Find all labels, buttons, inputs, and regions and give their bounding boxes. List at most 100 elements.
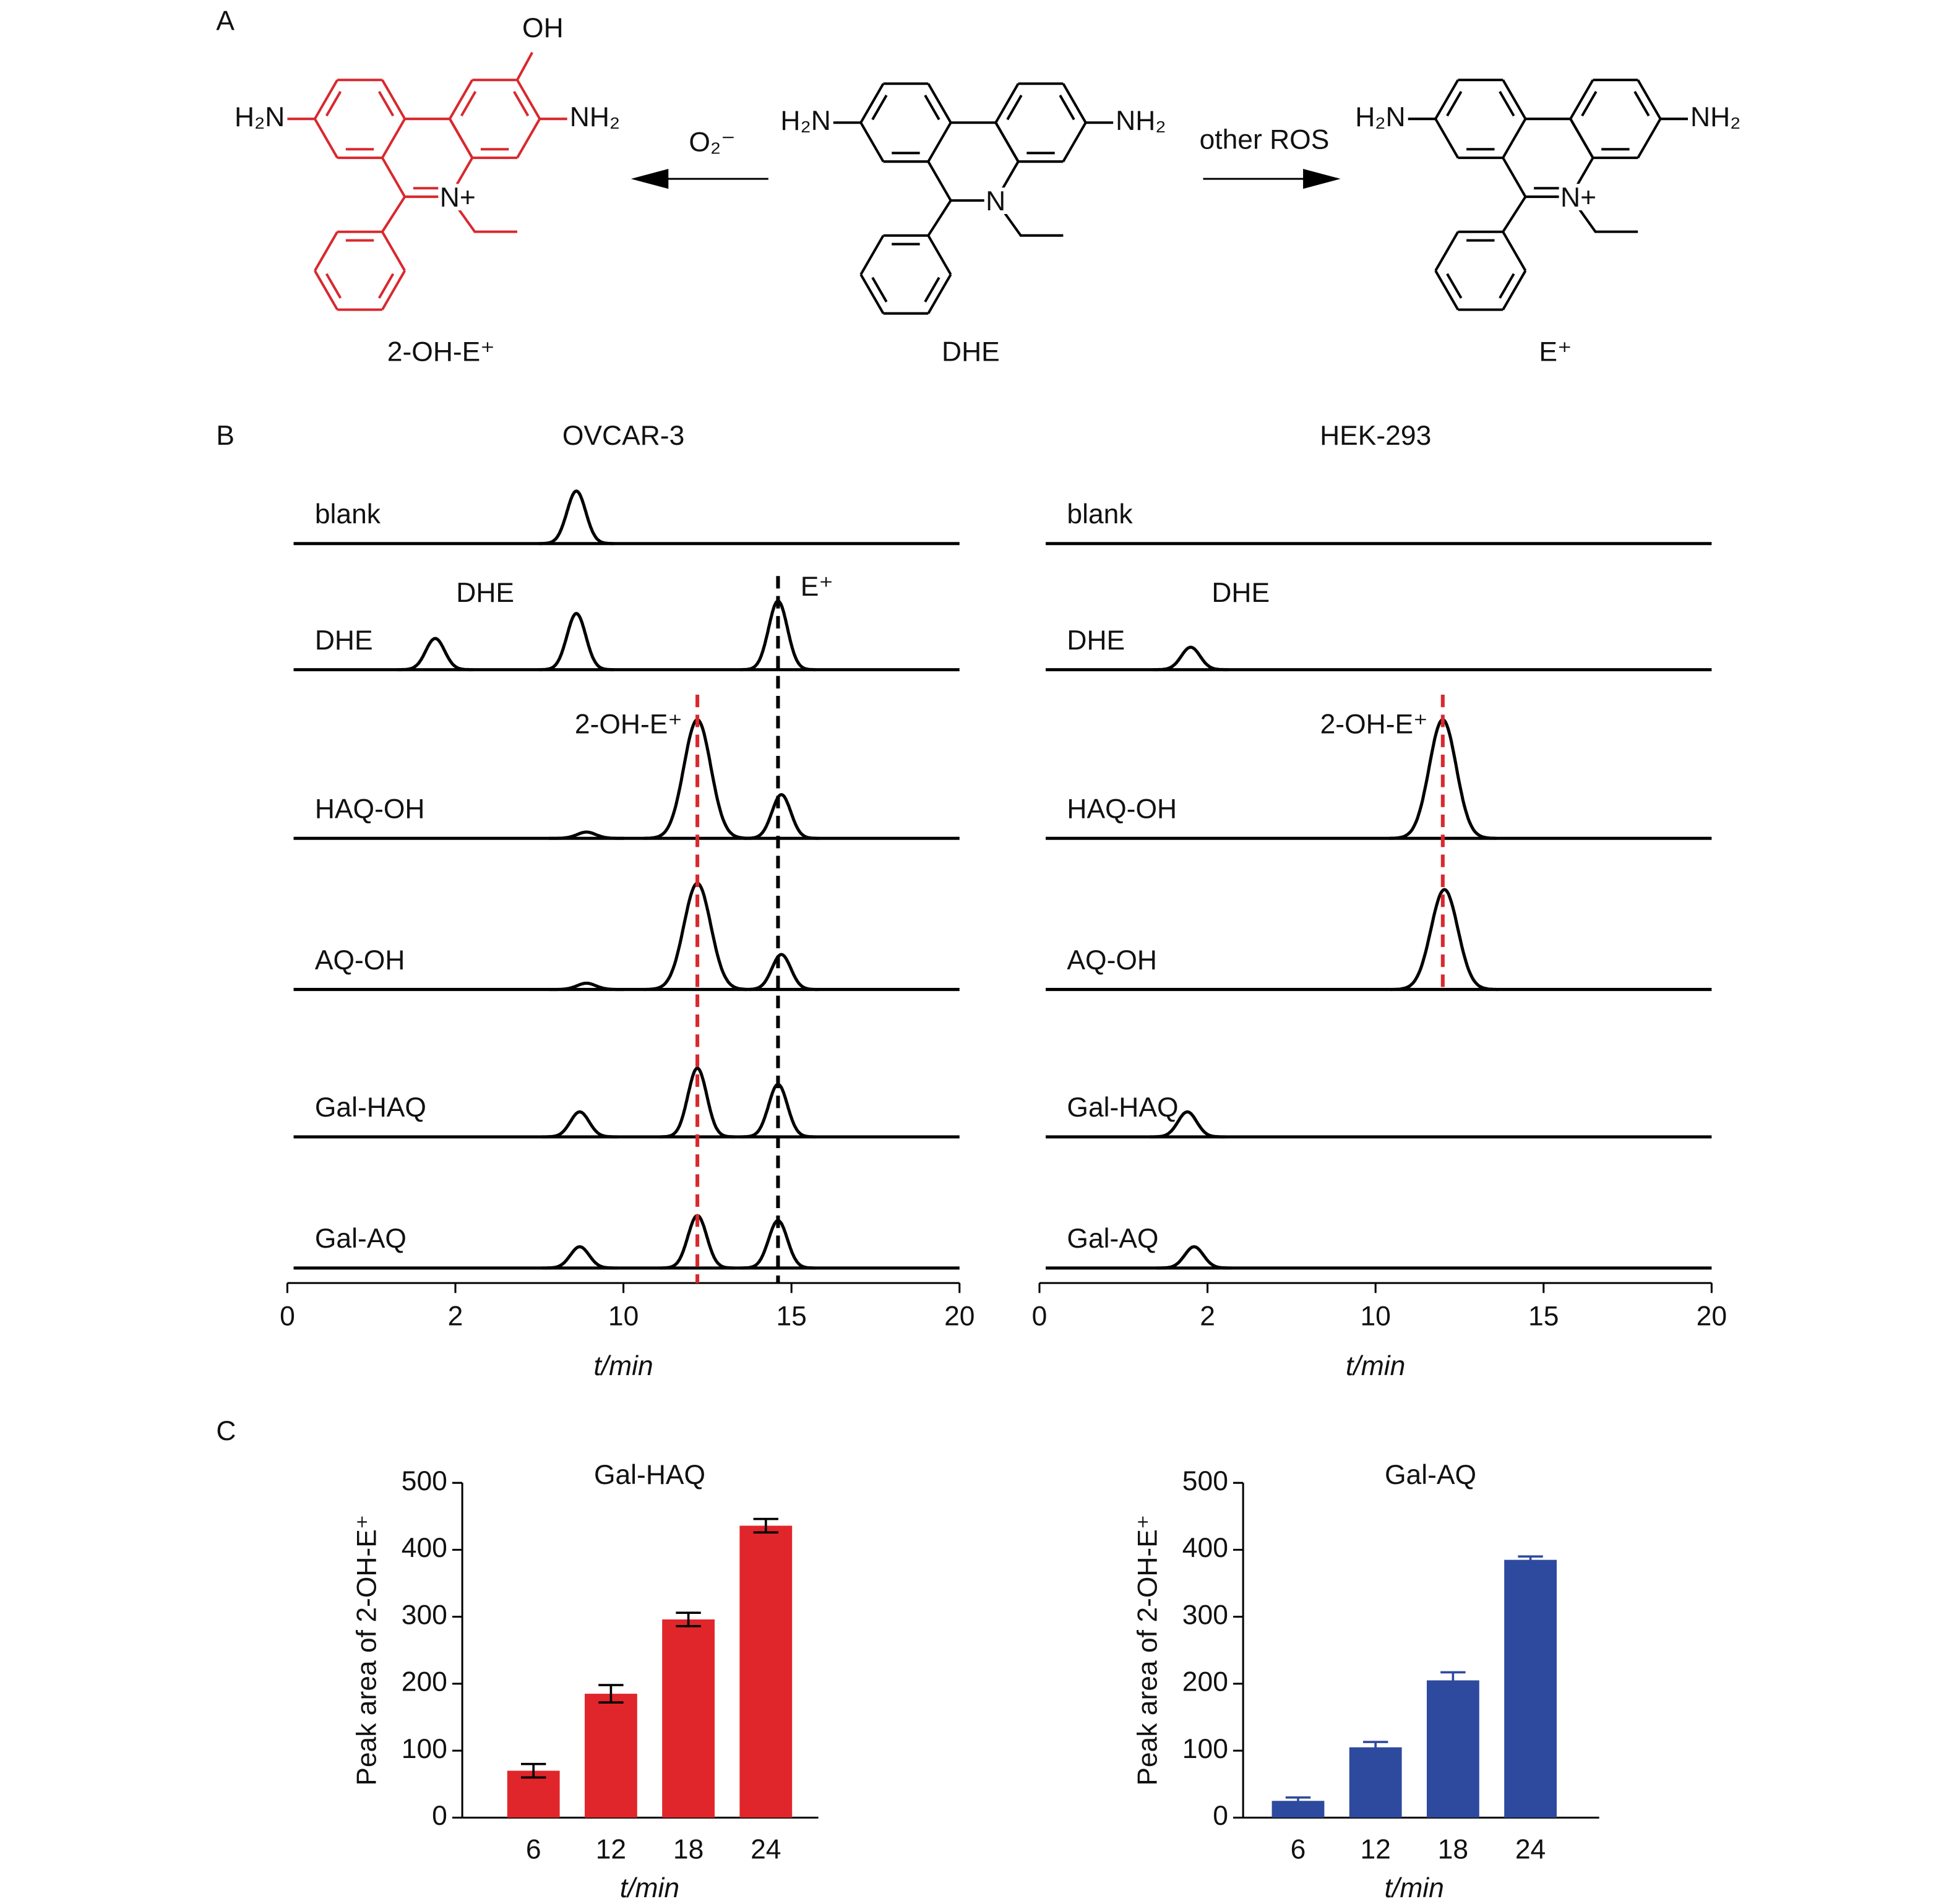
double-bond — [1581, 90, 1598, 117]
y-tick-label: 0 — [1213, 1801, 1228, 1831]
atom-label: H₂N — [780, 106, 830, 136]
x-tick-label: 6 — [526, 1835, 541, 1865]
panel-label: A — [216, 6, 234, 36]
x-tick-label: 12 — [596, 1835, 626, 1865]
peak — [549, 830, 624, 840]
error-bar — [1518, 1555, 1543, 1564]
x-tick-label: 15 — [776, 1301, 806, 1331]
x-tick-label: 18 — [673, 1835, 703, 1865]
x-tick-label: 0 — [1032, 1301, 1048, 1331]
ring — [314, 230, 406, 311]
error-bar — [598, 1684, 624, 1704]
marker-label: 2-OH-E⁺ — [1320, 709, 1428, 739]
compound-name: E⁺ — [1539, 337, 1572, 367]
x-tick-label: 18 — [1438, 1835, 1468, 1865]
double-bond — [460, 90, 477, 117]
y-tick-label: 200 — [1182, 1667, 1228, 1697]
peak — [542, 1245, 617, 1270]
marker-label: 2-OH-E⁺ — [575, 709, 682, 739]
double-bond — [1446, 273, 1463, 299]
bond — [1502, 195, 1527, 233]
peak — [549, 981, 624, 992]
series-label: Gal-AQ — [315, 1224, 407, 1254]
arrow-label: other ROS — [1200, 124, 1330, 155]
x-tick-label: 12 — [1360, 1835, 1390, 1865]
arrow-label: O₂⁻ — [689, 127, 735, 157]
y-tick-label: 100 — [402, 1734, 447, 1764]
double-bond — [377, 90, 395, 117]
bar — [1504, 1559, 1557, 1818]
x-axis-label: t/min — [1346, 1351, 1405, 1381]
error-bar — [1362, 1741, 1388, 1754]
double-bond — [1499, 273, 1515, 299]
panel-label: B — [216, 421, 234, 451]
series-label: Gal-AQ — [1067, 1224, 1158, 1254]
series-label: Gal-HAQ — [1067, 1092, 1178, 1123]
double-bond — [377, 273, 395, 299]
x-axis-label: t/min — [593, 1351, 653, 1381]
x-tick-label: 10 — [608, 1301, 639, 1331]
bar — [662, 1619, 715, 1818]
bond — [381, 195, 406, 233]
arrow — [1203, 168, 1341, 189]
compound-name: 2-OH-E⁺ — [387, 337, 495, 367]
double-bond — [1006, 95, 1023, 121]
x-tick-label: 0 — [280, 1301, 295, 1331]
atom-label: NH₂ — [570, 102, 620, 132]
ring — [1502, 118, 1594, 199]
double-bond — [1633, 90, 1650, 117]
peak-label: DHE — [456, 578, 514, 608]
y-tick-label: 300 — [402, 1600, 447, 1630]
double-bond — [1499, 90, 1515, 117]
atom-label: H₂N — [234, 102, 285, 132]
peak — [397, 637, 473, 672]
double-bond — [924, 277, 940, 302]
series-label: Gal-HAQ — [315, 1092, 426, 1123]
series-label: DHE — [315, 625, 373, 656]
double-bond — [871, 277, 888, 302]
peak — [542, 1110, 617, 1139]
atom-label: NH₂ — [1116, 106, 1166, 136]
ethyl — [1569, 195, 1638, 233]
chart-title: OVCAR-3 — [562, 421, 684, 451]
bar — [739, 1525, 793, 1818]
peak — [1153, 645, 1229, 672]
y-axis-label: Peak area of 2-OH-E⁺ — [351, 1515, 382, 1786]
bar — [1426, 1680, 1479, 1818]
y-tick-label: 0 — [432, 1801, 447, 1831]
atom-label: N+ — [1560, 182, 1596, 213]
x-tick-label: 10 — [1360, 1301, 1390, 1331]
x-tick-label: 15 — [1528, 1301, 1559, 1331]
series-label: HAQ-OH — [1067, 794, 1177, 825]
double-bond — [1059, 95, 1075, 121]
x-axis-label: t/min — [1385, 1873, 1444, 1903]
y-tick-label: 100 — [1182, 1734, 1228, 1764]
x-tick-label: 2 — [448, 1301, 463, 1331]
y-axis-label: Peak area of 2-OH-E⁺ — [1132, 1515, 1163, 1786]
peak — [1150, 1110, 1225, 1139]
x-tick-label: 20 — [944, 1301, 974, 1331]
bar — [1349, 1747, 1402, 1818]
arrow — [630, 168, 768, 189]
x-tick-label: 2 — [1200, 1301, 1215, 1331]
peak — [538, 489, 614, 546]
ethyl — [994, 199, 1064, 237]
marker-label: E⁺ — [801, 572, 833, 602]
peak — [1390, 888, 1499, 992]
ring — [1434, 230, 1527, 311]
error-bar — [1440, 1671, 1466, 1690]
y-tick-label: 400 — [1182, 1533, 1228, 1563]
error-bar — [521, 1762, 546, 1779]
series-label: DHE — [1067, 625, 1125, 656]
ring — [381, 118, 474, 199]
double-bond — [325, 273, 342, 299]
ring — [1434, 79, 1527, 160]
peak-label: DHE — [1211, 578, 1270, 608]
peak — [744, 792, 819, 840]
compound-name: DHE — [942, 337, 1000, 367]
peak — [740, 1083, 816, 1139]
series-label: AQ-OH — [315, 945, 405, 976]
error-bar — [676, 1611, 701, 1627]
y-tick-label: 200 — [402, 1667, 447, 1697]
